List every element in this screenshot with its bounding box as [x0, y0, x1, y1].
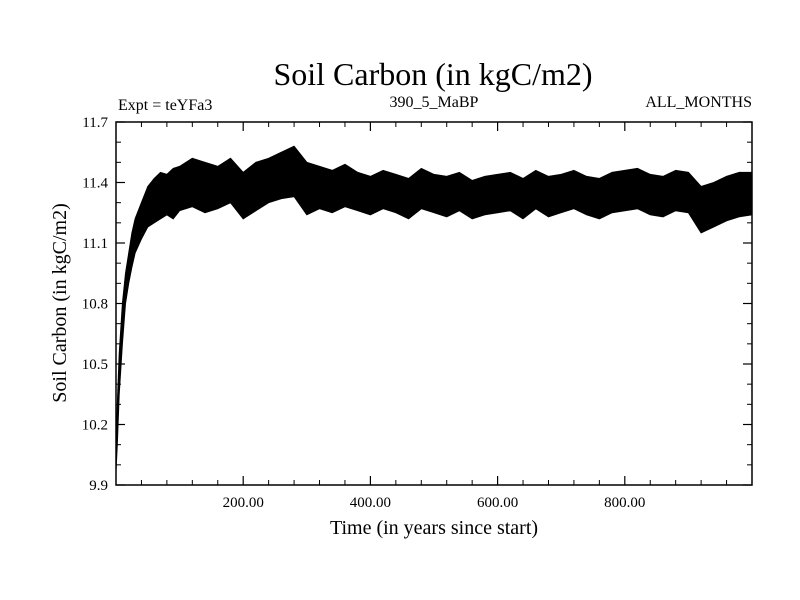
period-label: 390_5_MaBP	[390, 94, 479, 111]
y-tick-label: 10.5	[82, 357, 108, 373]
x-tick-label: 400.00	[350, 495, 391, 511]
x-axis-label: Time (in years since start)	[330, 517, 538, 539]
y-tick-label: 9.9	[89, 478, 108, 494]
y-tick-label: 11.4	[82, 176, 108, 192]
axis-ticks: 200.00 400.00 600.00 800.00 9.9 10.2 10.5 10.8 1…	[82, 115, 752, 511]
y-tick-label: 10.2	[82, 418, 108, 434]
y-tick-label: 11.1	[82, 236, 108, 252]
y-tick-label: 10.8	[82, 297, 108, 313]
chart-title: Soil Carbon (in kgC/m2)	[273, 56, 592, 92]
experiment-label: Expt = teYFa3	[118, 97, 212, 114]
x-tick-label: 600.00	[477, 495, 518, 511]
data-layer	[115, 145, 753, 471]
y-axis-label: Soil Carbon (in kgC/m2)	[49, 203, 71, 402]
x-tick-label: 800.00	[604, 495, 645, 511]
series-band-0	[115, 145, 753, 471]
months-label: ALL_MONTHS	[645, 94, 752, 111]
y-tick-label: 11.7	[82, 115, 108, 131]
x-tick-label: 200.00	[223, 495, 264, 511]
plot-frame	[115, 121, 753, 486]
